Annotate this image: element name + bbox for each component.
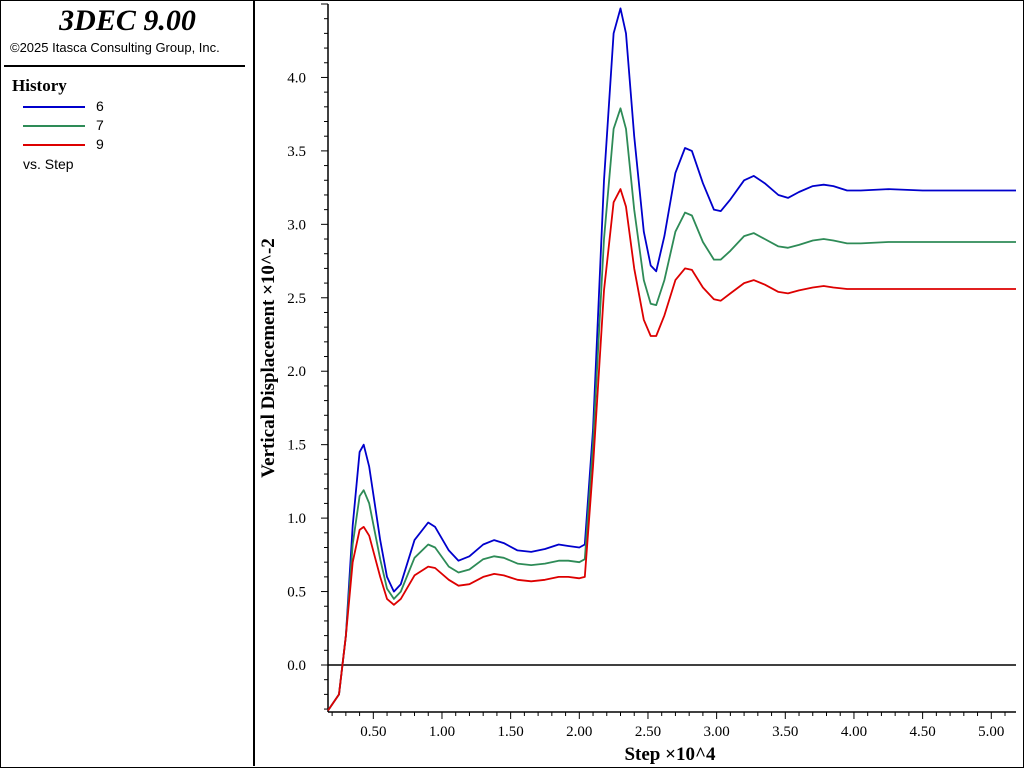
x-tick-label: 5.00 xyxy=(978,724,1004,740)
series-line-6 xyxy=(327,7,1016,712)
legend-label-9: 9 xyxy=(96,136,104,152)
y-tick-label: 3.0 xyxy=(287,217,306,233)
x-tick-label: 2.50 xyxy=(635,724,661,740)
x-tick-label: 3.00 xyxy=(704,724,730,740)
series-layer xyxy=(327,7,1016,712)
series-line-7 xyxy=(327,107,1016,712)
y-tick-label: 3.5 xyxy=(287,144,306,160)
legend-entry-6: 6 xyxy=(23,98,223,116)
legend-label-6: 6 xyxy=(96,98,104,114)
legend-swatch-6 xyxy=(23,106,85,108)
legend-footer: vs. Step xyxy=(23,156,74,172)
legend-entry-9: 9 xyxy=(23,136,223,154)
x-tick-label: 1.00 xyxy=(429,724,455,740)
x-tick-label: 1.50 xyxy=(498,724,524,740)
title-divider xyxy=(4,65,245,67)
legend-entry-7: 7 xyxy=(23,117,223,135)
series-line-9 xyxy=(327,188,1016,712)
legend-heading: History xyxy=(12,76,67,95)
y-tick-label: 1.0 xyxy=(287,511,306,527)
x-tick-label: 4.00 xyxy=(841,724,867,740)
y-tick-label: 2.5 xyxy=(287,291,306,307)
legend-panel: 3DEC 9.00 ©2025 Itasca Consulting Group,… xyxy=(0,0,255,766)
y-tick-label: 4.0 xyxy=(287,70,306,86)
legend-label-7: 7 xyxy=(96,117,104,133)
legend-swatch-9 xyxy=(23,144,85,146)
y-axis-label: Vertical Displacement ×10^-2 xyxy=(258,238,279,478)
legend-swatch-7 xyxy=(23,125,85,127)
x-tick-label: 4.50 xyxy=(909,724,935,740)
y-tick-label: 2.0 xyxy=(287,364,306,380)
y-tick-label: 0.5 xyxy=(287,585,306,601)
y-tick-label: 1.5 xyxy=(287,438,306,454)
x-tick-label: 2.00 xyxy=(566,724,592,740)
x-tick-label: 3.50 xyxy=(772,724,798,740)
y-tick-label: 0.0 xyxy=(287,658,306,674)
copyright-notice: ©2025 Itasca Consulting Group, Inc. xyxy=(10,40,220,55)
app-title: 3DEC 9.00 xyxy=(59,4,196,37)
x-axis-label: Step ×10^4 xyxy=(624,744,716,765)
axes: 0.0 0.5 1.0 1.5 2.0 2.5 3.0 3.5 4.0 0.50 1.00 1.50 2… xyxy=(287,3,1016,740)
x-tick-label: 0.50 xyxy=(360,724,386,740)
